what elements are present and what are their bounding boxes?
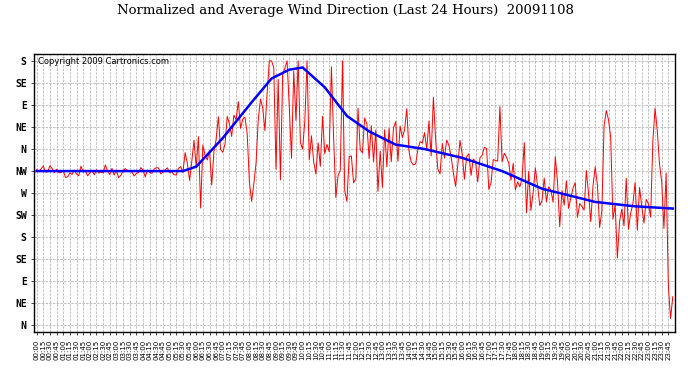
- Text: Copyright 2009 Cartronics.com: Copyright 2009 Cartronics.com: [37, 57, 168, 66]
- Text: Normalized and Average Wind Direction (Last 24 Hours)  20091108: Normalized and Average Wind Direction (L…: [117, 4, 573, 17]
